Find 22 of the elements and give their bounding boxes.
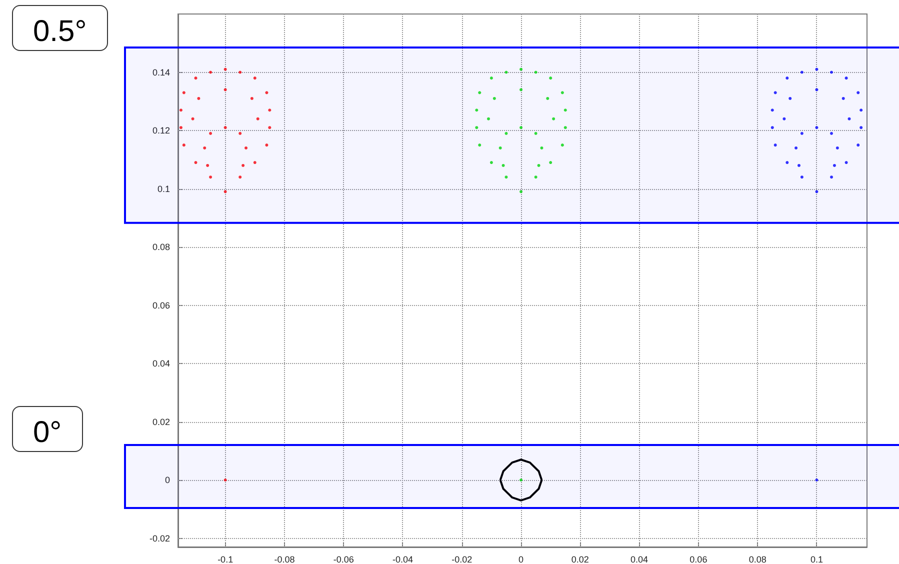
x-tick-label: -0.08 bbox=[274, 554, 295, 564]
y-tick-label: 0.12 bbox=[152, 126, 170, 136]
y-tick-label: 0.14 bbox=[152, 67, 170, 78]
text: 0° bbox=[12, 406, 83, 452]
x-tick-label: 0.06 bbox=[690, 554, 708, 564]
x-tick-label: 0.02 bbox=[571, 554, 589, 564]
x-tick-label: -0.1 bbox=[218, 554, 234, 564]
x-tick-label: 0 bbox=[518, 554, 524, 564]
x-tick-label: -0.06 bbox=[333, 554, 354, 564]
y-tick-label: 0.02 bbox=[152, 416, 170, 427]
y-tick-label: 0.1 bbox=[157, 184, 170, 194]
x-tick-label: -0.04 bbox=[392, 554, 413, 564]
x-tick-label: 0.04 bbox=[630, 554, 648, 564]
y-tick-label: 0.04 bbox=[152, 358, 170, 369]
y-tick-label: 0.06 bbox=[152, 300, 170, 310]
x-tick-label: 0.1 bbox=[810, 554, 823, 564]
y-tick-label: -0.02 bbox=[149, 533, 170, 544]
text: 0.5° bbox=[12, 5, 108, 51]
y-tick-label: 0 bbox=[164, 475, 170, 486]
x-tick-label: -0.02 bbox=[452, 554, 472, 564]
x-tick-label: 0.08 bbox=[748, 554, 766, 564]
y-tick-label: 0.08 bbox=[152, 242, 170, 252]
